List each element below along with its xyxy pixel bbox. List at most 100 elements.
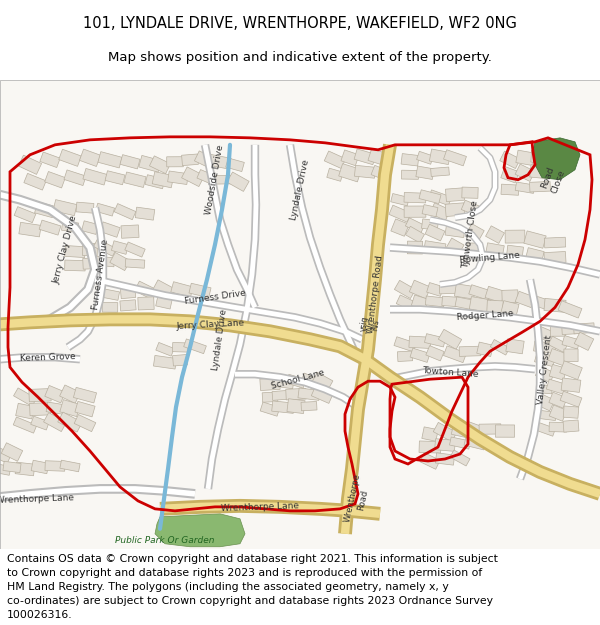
Polygon shape xyxy=(95,256,115,267)
Text: School Lane: School Lane xyxy=(271,368,326,391)
Polygon shape xyxy=(419,441,441,453)
Text: 101, LYNDALE DRIVE, WRENTHORPE, WAKEFIELD, WF2 0NG: 101, LYNDALE DRIVE, WRENTHORPE, WAKEFIEL… xyxy=(83,16,517,31)
Polygon shape xyxy=(533,409,556,421)
Polygon shape xyxy=(526,248,544,261)
Polygon shape xyxy=(549,422,567,432)
Polygon shape xyxy=(394,337,416,352)
Polygon shape xyxy=(152,172,174,187)
Polygon shape xyxy=(62,221,79,232)
Polygon shape xyxy=(391,194,409,206)
Polygon shape xyxy=(39,220,61,235)
Polygon shape xyxy=(546,379,570,395)
Polygon shape xyxy=(549,364,567,380)
Text: Keren Grove: Keren Grove xyxy=(20,352,76,362)
Polygon shape xyxy=(167,157,183,167)
Polygon shape xyxy=(535,422,556,436)
Polygon shape xyxy=(425,296,445,307)
Polygon shape xyxy=(355,165,376,178)
Polygon shape xyxy=(443,150,466,166)
Polygon shape xyxy=(286,388,306,400)
Polygon shape xyxy=(410,348,430,362)
Polygon shape xyxy=(1,442,23,461)
Text: Wrenthorpe Road: Wrenthorpe Road xyxy=(366,255,384,334)
Polygon shape xyxy=(502,290,518,303)
Polygon shape xyxy=(412,295,428,310)
Polygon shape xyxy=(561,378,581,392)
Polygon shape xyxy=(516,150,534,166)
Polygon shape xyxy=(83,243,97,256)
Text: Valley Crescent: Valley Crescent xyxy=(536,334,554,404)
Polygon shape xyxy=(562,336,580,349)
Polygon shape xyxy=(272,376,294,389)
Polygon shape xyxy=(449,437,470,449)
Polygon shape xyxy=(124,172,146,187)
Polygon shape xyxy=(391,219,409,236)
Polygon shape xyxy=(189,283,211,298)
Polygon shape xyxy=(0,462,11,475)
Polygon shape xyxy=(424,334,446,347)
Polygon shape xyxy=(31,460,49,474)
Polygon shape xyxy=(501,166,519,183)
Polygon shape xyxy=(311,387,333,403)
Text: Furness Drive: Furness Drive xyxy=(184,289,246,306)
Polygon shape xyxy=(95,203,115,216)
Polygon shape xyxy=(98,152,122,168)
Polygon shape xyxy=(421,219,439,231)
Polygon shape xyxy=(500,151,520,169)
Polygon shape xyxy=(134,281,157,300)
Polygon shape xyxy=(548,152,562,164)
Polygon shape xyxy=(60,460,80,472)
Polygon shape xyxy=(416,166,434,179)
Polygon shape xyxy=(171,282,193,297)
Polygon shape xyxy=(155,514,245,547)
Polygon shape xyxy=(420,452,440,469)
Polygon shape xyxy=(451,422,469,437)
Polygon shape xyxy=(404,192,426,203)
Polygon shape xyxy=(59,149,81,166)
Polygon shape xyxy=(533,138,580,180)
Polygon shape xyxy=(226,158,244,172)
Polygon shape xyxy=(16,403,34,419)
Polygon shape xyxy=(29,402,50,416)
Polygon shape xyxy=(100,222,120,238)
Polygon shape xyxy=(102,302,118,312)
Polygon shape xyxy=(419,190,441,204)
Text: Contains OS data © Crown copyright and database right 2021. This information is : Contains OS data © Crown copyright and d… xyxy=(7,554,498,564)
Polygon shape xyxy=(83,258,97,269)
Polygon shape xyxy=(75,401,95,417)
Text: Road
Close: Road Close xyxy=(539,165,566,194)
Polygon shape xyxy=(272,390,294,401)
Polygon shape xyxy=(506,245,523,258)
Polygon shape xyxy=(152,280,175,299)
Polygon shape xyxy=(338,164,361,182)
Polygon shape xyxy=(125,242,145,257)
Polygon shape xyxy=(426,346,444,361)
Polygon shape xyxy=(324,151,346,169)
Polygon shape xyxy=(214,176,232,184)
Polygon shape xyxy=(515,291,535,308)
Polygon shape xyxy=(450,450,470,466)
Polygon shape xyxy=(0,445,12,463)
Polygon shape xyxy=(430,203,450,221)
Polygon shape xyxy=(44,171,65,188)
Polygon shape xyxy=(301,401,317,411)
Polygon shape xyxy=(260,402,280,416)
Polygon shape xyxy=(401,154,419,166)
Polygon shape xyxy=(431,167,449,176)
Polygon shape xyxy=(300,373,318,389)
Polygon shape xyxy=(409,336,431,349)
Polygon shape xyxy=(327,168,343,181)
Polygon shape xyxy=(341,150,359,166)
Text: Bowling Lane: Bowling Lane xyxy=(460,251,521,264)
Polygon shape xyxy=(445,202,465,216)
Polygon shape xyxy=(272,401,294,413)
Polygon shape xyxy=(454,284,476,299)
Polygon shape xyxy=(462,187,478,198)
Polygon shape xyxy=(14,207,36,222)
Polygon shape xyxy=(461,200,479,215)
Text: Lyndale Drive: Lyndale Drive xyxy=(289,159,311,221)
Polygon shape xyxy=(397,351,413,361)
Polygon shape xyxy=(149,156,170,174)
Polygon shape xyxy=(549,405,567,421)
Polygon shape xyxy=(45,461,65,471)
